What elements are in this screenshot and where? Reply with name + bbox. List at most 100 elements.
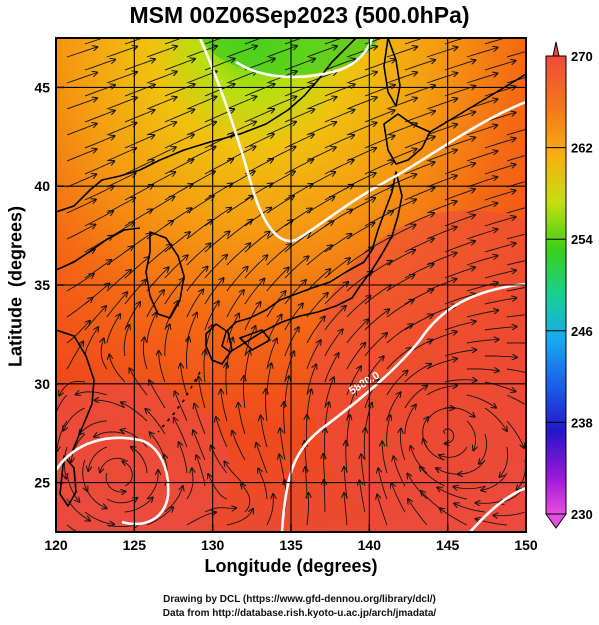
streamline: [164, 59, 195, 71]
streamline: [444, 380, 477, 382]
streamline: [146, 72, 177, 84]
streamline: [284, 402, 285, 435]
streamline: [400, 429, 406, 461]
coast-taiwan: [59, 455, 77, 507]
streamline: [506, 76, 526, 84]
streamline: [124, 59, 155, 71]
streamline: [186, 290, 203, 318]
streamline: [324, 84, 355, 97]
streamline: [346, 148, 376, 162]
streamline: [232, 431, 246, 461]
coast-kyushu: [205, 323, 233, 365]
streamline: [280, 428, 286, 461]
streamline: [484, 270, 516, 279]
colorbar-label: 246: [571, 324, 593, 339]
streamline: [66, 200, 96, 214]
streamline: [146, 46, 177, 58]
streamline: [84, 511, 114, 524]
streamline: [146, 290, 164, 318]
streamline: [506, 314, 526, 318]
streamline: [306, 46, 337, 58]
streamline: [306, 340, 321, 370]
streamline: [109, 355, 126, 383]
streamline: [377, 495, 388, 526]
coast-sakhalin: [383, 38, 401, 107]
streamline: [266, 244, 291, 266]
streamline: [266, 389, 267, 422]
streamline: [479, 433, 488, 464]
streamline: [444, 267, 475, 279]
streamline: [84, 60, 115, 71]
streamline: [404, 188, 435, 201]
streamline: [224, 462, 246, 487]
streamline: [146, 244, 172, 266]
streamline: [506, 207, 526, 214]
streamline: [174, 418, 188, 448]
streamline: [466, 151, 497, 162]
streamline: [204, 59, 235, 71]
streamline: [106, 148, 136, 162]
streamline: [426, 150, 457, 162]
streamline: [84, 327, 98, 357]
streamline: [506, 50, 526, 58]
streamline: [386, 149, 417, 162]
streamline: [121, 430, 148, 448]
streamline: [186, 122, 216, 136]
colorbar-label: 238: [571, 415, 593, 430]
contour-mid: [198, 38, 526, 243]
streamline: [238, 403, 246, 435]
coast-bohai: [56, 227, 141, 271]
streamline: [364, 85, 395, 97]
coast-china-east: [56, 329, 95, 453]
streamline: [284, 304, 303, 331]
coast-kurils: [429, 73, 526, 133]
streamline: [440, 508, 468, 526]
streamline: [466, 203, 497, 214]
streamline: [306, 97, 337, 110]
streamline: [306, 245, 332, 266]
streamline: [106, 498, 137, 504]
streamline: [324, 59, 355, 71]
streamline: [181, 364, 188, 396]
streamline: [484, 61, 516, 71]
streamline: [408, 499, 428, 526]
x-tick-label: 145: [436, 537, 460, 553]
streamline: [466, 283, 498, 292]
streamline: [404, 213, 434, 227]
streamline: [149, 380, 166, 409]
streamline: [444, 163, 475, 175]
streamline: [196, 455, 206, 487]
streamline: [226, 122, 256, 136]
streamline: [506, 260, 526, 266]
streamline: [493, 511, 526, 516]
streamline: [146, 313, 157, 344]
streamline: [484, 138, 516, 149]
streamline: [484, 327, 517, 331]
x-tick-label: 135: [279, 537, 303, 553]
streamline: [159, 351, 166, 383]
streamline: [66, 274, 94, 292]
contour-5880: [280, 282, 526, 532]
y-tick-label: 45: [34, 79, 50, 95]
streamline: [466, 310, 498, 318]
streamline: [226, 267, 248, 292]
streamline: [444, 138, 475, 149]
streamline: [426, 386, 457, 396]
streamline: [284, 256, 309, 279]
streamline: [466, 48, 498, 58]
streamline: [208, 474, 228, 500]
streamline: [346, 72, 377, 84]
streamline: [186, 468, 193, 500]
streamline: [124, 135, 154, 149]
colorbar-label: 270: [571, 49, 593, 64]
streamline: [71, 433, 86, 462]
streamline: [106, 98, 137, 110]
streamline: [143, 337, 148, 370]
streamline: [426, 201, 457, 214]
streamline: [466, 394, 496, 408]
streamline: [484, 164, 516, 175]
streamline: [164, 109, 194, 123]
streamline: [386, 47, 417, 58]
chart-title: MSM 00Z06Sep2023 (500.0hPa): [129, 2, 470, 28]
streamline: [506, 286, 526, 292]
